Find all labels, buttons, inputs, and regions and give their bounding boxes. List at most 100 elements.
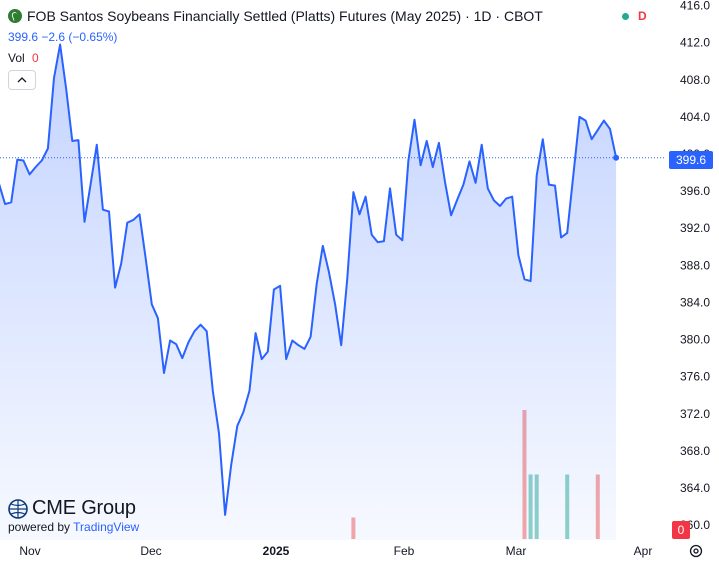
price-point xyxy=(443,180,447,184)
price-point xyxy=(229,463,233,467)
price-point xyxy=(52,76,56,80)
last-price-dot xyxy=(613,154,620,161)
volume-label: Vol xyxy=(8,51,25,65)
price-point xyxy=(553,184,557,188)
y-axis[interactable]: 416.0412.0408.0404.0400.0396.0392.0388.0… xyxy=(680,0,710,532)
market-status-delayed[interactable]: D xyxy=(638,9,647,23)
volume-last-label: 0 xyxy=(672,521,690,539)
price-point xyxy=(455,198,459,202)
chart-header: FOB Santos Soybeans Financially Settled … xyxy=(8,8,543,24)
price-point xyxy=(193,329,197,333)
price-point xyxy=(223,513,227,517)
price-point xyxy=(34,165,38,169)
price-point xyxy=(138,212,142,216)
y-tick-label: 416.0 xyxy=(680,0,710,13)
price-point xyxy=(468,159,472,163)
price-point xyxy=(254,331,258,335)
y-tick-label: 380.0 xyxy=(680,333,710,347)
symbol-title[interactable]: FOB Santos Soybeans Financially Settled … xyxy=(27,8,543,24)
cme-logo-text: CME Group xyxy=(32,497,136,519)
price-point xyxy=(303,347,307,351)
price-point xyxy=(284,357,288,361)
x-tick-label: Feb xyxy=(394,544,415,558)
price-point xyxy=(15,158,19,162)
price-point xyxy=(9,200,13,204)
price-point xyxy=(376,240,380,244)
price-change: 399.6 −2.6 (−0.65%) xyxy=(8,30,118,44)
x-axis[interactable]: Nov Dec 2025 Feb Mar Apr xyxy=(19,544,652,558)
price-point xyxy=(327,270,331,274)
price-point xyxy=(419,163,423,167)
price-point xyxy=(547,183,551,187)
price-point xyxy=(516,253,520,257)
price-point xyxy=(608,127,612,131)
price-point xyxy=(486,186,490,190)
price-area-fill xyxy=(0,44,617,540)
price-point xyxy=(168,339,172,343)
price-point xyxy=(541,137,545,141)
price-point xyxy=(150,302,154,306)
price-point xyxy=(602,119,606,123)
cme-group-logo: CME Group xyxy=(8,497,136,520)
price-point xyxy=(113,286,117,290)
symbol-logo-icon xyxy=(8,9,22,23)
price-point xyxy=(559,236,563,240)
x-tick-label: 2025 xyxy=(263,544,290,558)
price-point xyxy=(333,302,337,306)
y-tick-label: 376.0 xyxy=(680,370,710,384)
price-point xyxy=(413,118,417,122)
price-point xyxy=(578,115,582,119)
price-point xyxy=(21,159,25,163)
price-point xyxy=(571,173,575,177)
price-point xyxy=(28,172,32,176)
x-tick-label: Nov xyxy=(19,544,40,558)
price-point xyxy=(370,233,374,237)
y-tick-label: 404.0 xyxy=(680,110,710,124)
x-tick-label: Apr xyxy=(634,544,653,558)
price-point xyxy=(431,165,435,169)
y-tick-label: 372.0 xyxy=(680,407,710,421)
price-point xyxy=(345,276,349,280)
settings-gear-icon[interactable] xyxy=(688,543,704,559)
price-point xyxy=(64,87,68,91)
chevron-up-icon xyxy=(17,77,27,83)
price-point xyxy=(266,350,270,354)
y-tick-label: 408.0 xyxy=(680,73,710,87)
last-price-label: 399.6 xyxy=(669,151,713,169)
price-point xyxy=(406,159,410,163)
price-point xyxy=(504,197,508,201)
price-point xyxy=(205,329,209,333)
y-tick-label: 388.0 xyxy=(680,258,710,272)
price-point xyxy=(480,143,484,147)
x-tick-label: Dec xyxy=(140,544,161,558)
price-point xyxy=(211,390,215,394)
price-point xyxy=(461,183,465,187)
price-point xyxy=(382,239,386,243)
price-point xyxy=(565,231,569,235)
price-point xyxy=(339,343,343,347)
price-point xyxy=(309,335,313,339)
tradingview-link[interactable]: TradingView xyxy=(73,520,140,534)
price-point xyxy=(278,284,282,288)
collapse-legend-button[interactable] xyxy=(8,70,36,90)
price-point xyxy=(364,195,368,199)
price-point xyxy=(125,221,129,225)
price-point xyxy=(156,316,160,320)
price-point xyxy=(119,262,123,266)
y-tick-label: 396.0 xyxy=(680,184,710,198)
price-point xyxy=(217,431,221,435)
price-point xyxy=(425,139,429,143)
price-point xyxy=(83,220,87,224)
price-point xyxy=(449,213,453,217)
price-point xyxy=(321,244,325,248)
price-point xyxy=(492,198,496,202)
y-tick-label: 384.0 xyxy=(680,295,710,309)
price-point xyxy=(70,139,74,143)
price-point xyxy=(400,238,404,242)
price-point xyxy=(76,138,80,142)
price-point xyxy=(590,137,594,141)
price-line[interactable] xyxy=(0,43,618,516)
price-point xyxy=(89,182,93,186)
price-point xyxy=(101,208,105,212)
